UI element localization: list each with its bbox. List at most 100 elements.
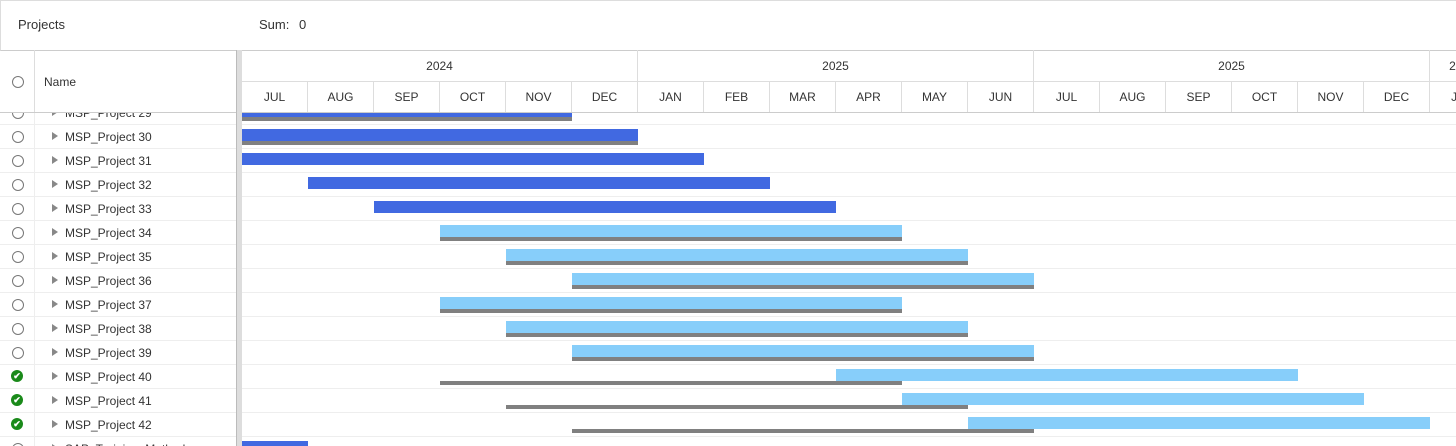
name-header[interactable]: Name (44, 75, 77, 89)
expand-arrow[interactable] (52, 420, 58, 428)
expand-arrow[interactable] (52, 396, 58, 404)
grid-body: MSP_Project 29 MSP_Project 30 MSP_Project … (0, 113, 236, 446)
task-bar[interactable] (572, 273, 1034, 285)
gantt-row (242, 221, 1456, 245)
row-divider (34, 413, 35, 437)
status-checked[interactable]: ✔ (11, 418, 23, 430)
status-radio[interactable] (12, 251, 24, 263)
month-header: MAY (902, 81, 968, 112)
status-radio[interactable] (12, 113, 24, 119)
row[interactable]: MSP_Project 30 (0, 125, 236, 149)
status-checked[interactable]: ✔ (11, 394, 23, 406)
task-bar[interactable] (506, 321, 968, 333)
task-bar[interactable] (572, 345, 1034, 357)
task-bar[interactable] (308, 177, 770, 189)
row-divider (34, 341, 35, 365)
task-bar[interactable] (902, 393, 1364, 405)
year-header: 2025 (638, 50, 1034, 81)
gantt-row (242, 293, 1456, 317)
gantt-row (242, 317, 1456, 341)
baseline-bar (506, 405, 968, 409)
expand-arrow[interactable] (52, 276, 58, 284)
status-checked[interactable]: ✔ (11, 370, 23, 382)
row[interactable]: SAP_Training_Method (0, 437, 236, 446)
row-divider (34, 437, 35, 446)
month-header: MAR (770, 81, 836, 112)
status-radio[interactable] (12, 227, 24, 239)
row[interactable]: ✔ MSP_Project 40 (0, 365, 236, 389)
baseline-bar (242, 141, 638, 145)
task-bar[interactable] (242, 441, 308, 446)
expand-arrow[interactable] (52, 372, 58, 380)
project-name: MSP_Project 33 (65, 202, 152, 216)
expand-arrow[interactable] (52, 444, 58, 446)
month-header: SEP (374, 81, 440, 112)
task-bar[interactable] (242, 129, 638, 141)
project-name: MSP_Project 39 (65, 346, 152, 360)
status-radio[interactable] (12, 179, 24, 191)
row[interactable]: MSP_Project 37 (0, 293, 236, 317)
task-bar[interactable] (968, 417, 1430, 429)
expand-arrow[interactable] (52, 156, 58, 164)
status-radio[interactable] (12, 155, 24, 167)
row[interactable]: ✔ MSP_Project 41 (0, 389, 236, 413)
project-name: MSP_Project 37 (65, 298, 152, 312)
gantt-row (242, 197, 1456, 221)
expand-arrow[interactable] (52, 300, 58, 308)
row[interactable]: ✔ MSP_Project 42 (0, 413, 236, 437)
task-bar[interactable] (506, 249, 968, 261)
expand-arrow[interactable] (52, 348, 58, 356)
row[interactable]: MSP_Project 38 (0, 317, 236, 341)
task-bar[interactable] (242, 153, 704, 165)
column-divider (34, 50, 35, 112)
row-divider (34, 113, 35, 125)
status-radio[interactable] (12, 203, 24, 215)
task-bar[interactable] (374, 201, 836, 213)
expand-arrow[interactable] (52, 324, 58, 332)
project-name: MSP_Project 36 (65, 274, 152, 288)
project-name: MSP_Project 38 (65, 322, 152, 336)
month-header: APR (836, 81, 902, 112)
task-bar[interactable] (440, 225, 902, 237)
gantt-row (242, 341, 1456, 365)
row[interactable]: MSP_Project 39 (0, 341, 236, 365)
status-radio[interactable] (12, 323, 24, 335)
status-radio[interactable] (12, 299, 24, 311)
expand-arrow[interactable] (52, 180, 58, 188)
expand-arrow[interactable] (52, 113, 58, 116)
row[interactable]: MSP_Project 34 (0, 221, 236, 245)
task-bar[interactable] (242, 113, 572, 117)
task-bar[interactable] (836, 369, 1298, 381)
expand-arrow[interactable] (52, 252, 58, 260)
row[interactable]: MSP_Project 33 (0, 197, 236, 221)
status-radio[interactable] (12, 347, 24, 359)
baseline-bar (440, 309, 902, 313)
row[interactable]: MSP_Project 29 (0, 113, 236, 125)
expand-arrow[interactable] (52, 228, 58, 236)
year-header: 2025 (1034, 50, 1430, 81)
row-divider (34, 197, 35, 221)
splitter[interactable] (236, 50, 242, 446)
expand-arrow[interactable] (52, 132, 58, 140)
month-header: JUN (968, 81, 1034, 112)
status-radio[interactable] (12, 275, 24, 287)
gantt-row (242, 245, 1456, 269)
select-all[interactable] (12, 76, 24, 88)
row[interactable]: MSP_Project 35 (0, 245, 236, 269)
row-divider (34, 269, 35, 293)
expand-arrow[interactable] (52, 204, 58, 212)
project-name: SAP_Training_Method (65, 442, 185, 446)
gantt-row (242, 173, 1456, 197)
status-radio[interactable] (12, 131, 24, 143)
row[interactable]: MSP_Project 36 (0, 269, 236, 293)
month-header: JAN (1430, 81, 1456, 112)
gantt-row (242, 389, 1456, 413)
row[interactable]: MSP_Project 32 (0, 173, 236, 197)
baseline-bar (572, 357, 1034, 361)
project-name: MSP_Project 31 (65, 154, 152, 168)
gantt-row (242, 269, 1456, 293)
month-header: SEP (1166, 81, 1232, 112)
row[interactable]: MSP_Project 31 (0, 149, 236, 173)
task-bar[interactable] (440, 297, 902, 309)
